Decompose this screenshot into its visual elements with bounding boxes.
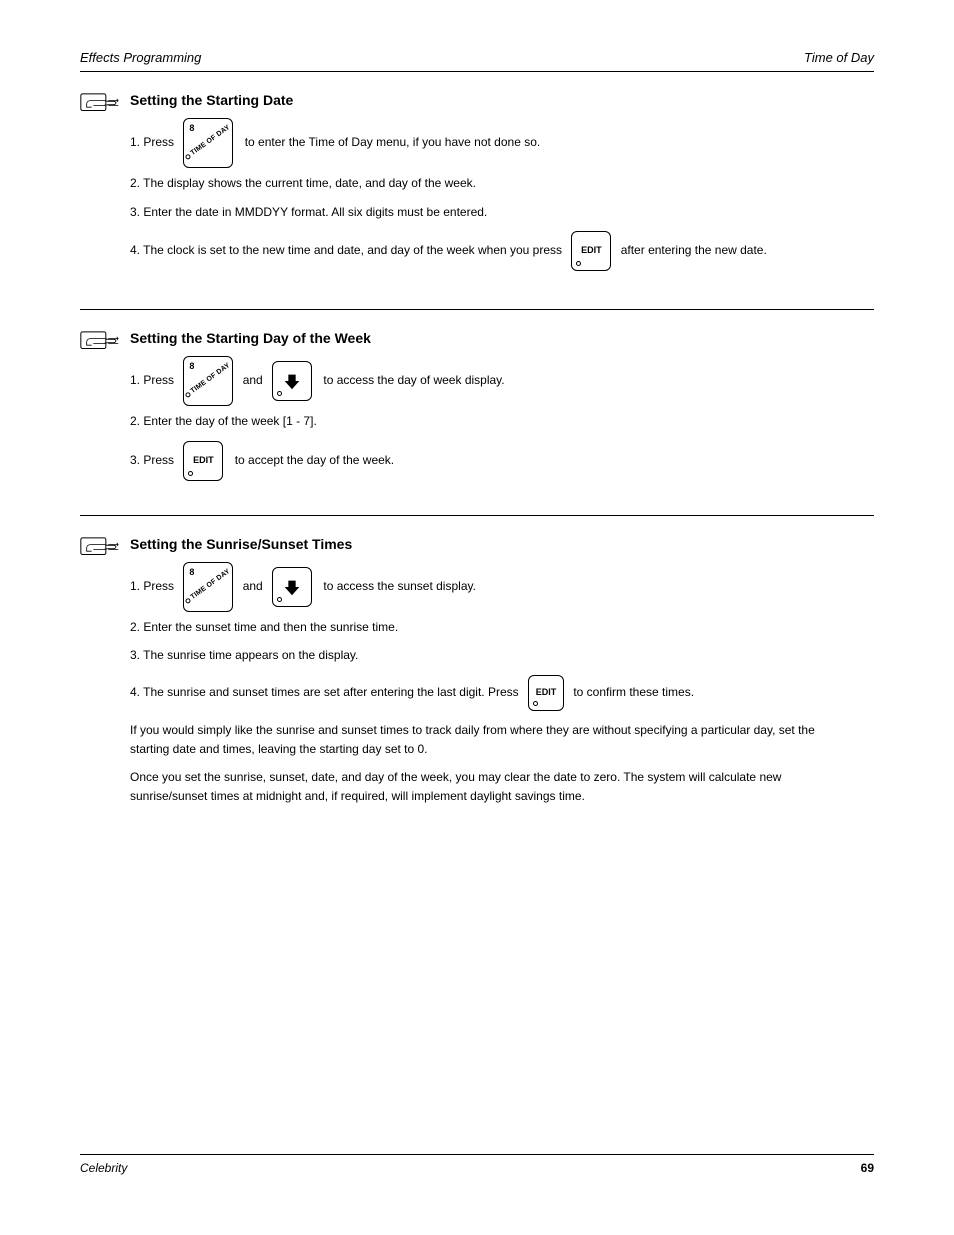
paragraph: Once you set the sunrise, sunset, date, … <box>130 768 830 805</box>
key-label: TIME OF DAY <box>190 568 232 601</box>
page-content: Effects Programming Time of Day Setting … <box>80 50 874 843</box>
footer-left: Celebrity <box>80 1161 127 1175</box>
step-text: after entering the new date. <box>621 243 767 257</box>
time-of-day-key[interactable]: 8 TIME OF DAY <box>183 562 233 612</box>
edit-key[interactable]: EDIT <box>183 441 223 481</box>
step-1: 1. Press 8 TIME OF DAY and to access the… <box>130 356 874 406</box>
pointing-hand-icon <box>80 90 120 121</box>
paragraph: If you would simply like the sunrise and… <box>130 721 830 758</box>
section-title: Setting the Sunrise/Sunset Times <box>130 536 874 552</box>
page-header: Effects Programming Time of Day <box>80 50 874 72</box>
section-title: Setting the Starting Day of the Week <box>130 330 874 346</box>
step-3: 3. The sunrise time appears on the displ… <box>130 646 874 665</box>
step-1: 1. Press 8 TIME OF DAY and to access the… <box>130 562 874 612</box>
header-right: Time of Day <box>804 50 874 65</box>
step-text: 1. Press <box>130 134 177 151</box>
section-title: Setting the Starting Date <box>130 92 874 108</box>
key-label: TIME OF DAY <box>190 362 232 395</box>
step-text: 4. The sunrise and sunset times are set … <box>130 685 522 699</box>
led-icon <box>576 261 581 266</box>
key-digit: 8 <box>189 566 194 579</box>
down-arrow-key[interactable] <box>272 361 312 401</box>
down-arrow-key[interactable] <box>272 567 312 607</box>
time-of-day-key[interactable]: 8 TIME OF DAY <box>183 356 233 406</box>
pointing-hand-icon <box>80 328 120 359</box>
led-icon <box>188 471 193 476</box>
step-text: to access the sunset display. <box>320 578 476 595</box>
key-label: EDIT <box>536 686 557 700</box>
step-text: to confirm these times. <box>573 685 694 699</box>
section-sunrise-sunset: Setting the Sunrise/Sunset Times 1. Pres… <box>80 516 874 844</box>
pointing-hand-icon <box>80 534 120 565</box>
step-2: 2. Enter the sunset time and then the su… <box>130 618 874 637</box>
section-day-of-week: Setting the Starting Day of the Week 1. … <box>80 310 874 516</box>
step-2: 2. The display shows the current time, d… <box>130 174 874 193</box>
step-text: 1. Press <box>130 578 177 595</box>
step-text: 4. The clock is set to the new time and … <box>130 243 565 257</box>
step-text: and <box>239 372 266 389</box>
section-starting-date: Setting the Starting Date 1. Press 8 TIM… <box>80 72 874 310</box>
key-digit: 8 <box>189 122 194 135</box>
step-3: 3. Enter the date in MMDDYY format. All … <box>130 203 874 222</box>
edit-key[interactable]: EDIT <box>571 231 611 271</box>
footer-page-number: 69 <box>861 1161 874 1175</box>
step-3: 3. Press EDIT to accept the day of the w… <box>130 441 874 481</box>
led-icon <box>277 597 282 602</box>
step-4: 4. The sunrise and sunset times are set … <box>130 675 874 711</box>
page-footer: Celebrity 69 <box>80 1154 874 1175</box>
led-icon <box>277 391 282 396</box>
header-left: Effects Programming <box>80 50 201 65</box>
step-text: to accept the day of the week. <box>231 452 394 469</box>
step-text: and <box>239 578 266 595</box>
step-text: to access the day of week display. <box>320 372 505 389</box>
key-label: TIME OF DAY <box>190 124 232 157</box>
time-of-day-key[interactable]: 8 TIME OF DAY <box>183 118 233 168</box>
key-label: EDIT <box>581 244 602 258</box>
led-icon <box>533 701 538 706</box>
key-label: EDIT <box>193 454 214 467</box>
edit-key[interactable]: EDIT <box>528 675 564 711</box>
step-4: 4. The clock is set to the new time and … <box>130 231 874 271</box>
step-text: to enter the Time of Day menu, if you ha… <box>241 134 540 151</box>
key-digit: 8 <box>189 360 194 373</box>
step-text: 3. Press <box>130 452 177 469</box>
step-text: 1. Press <box>130 372 177 389</box>
step-1: 1. Press 8 TIME OF DAY to enter the Time… <box>130 118 874 168</box>
step-2: 2. Enter the day of the week [1 - 7]. <box>130 412 874 431</box>
